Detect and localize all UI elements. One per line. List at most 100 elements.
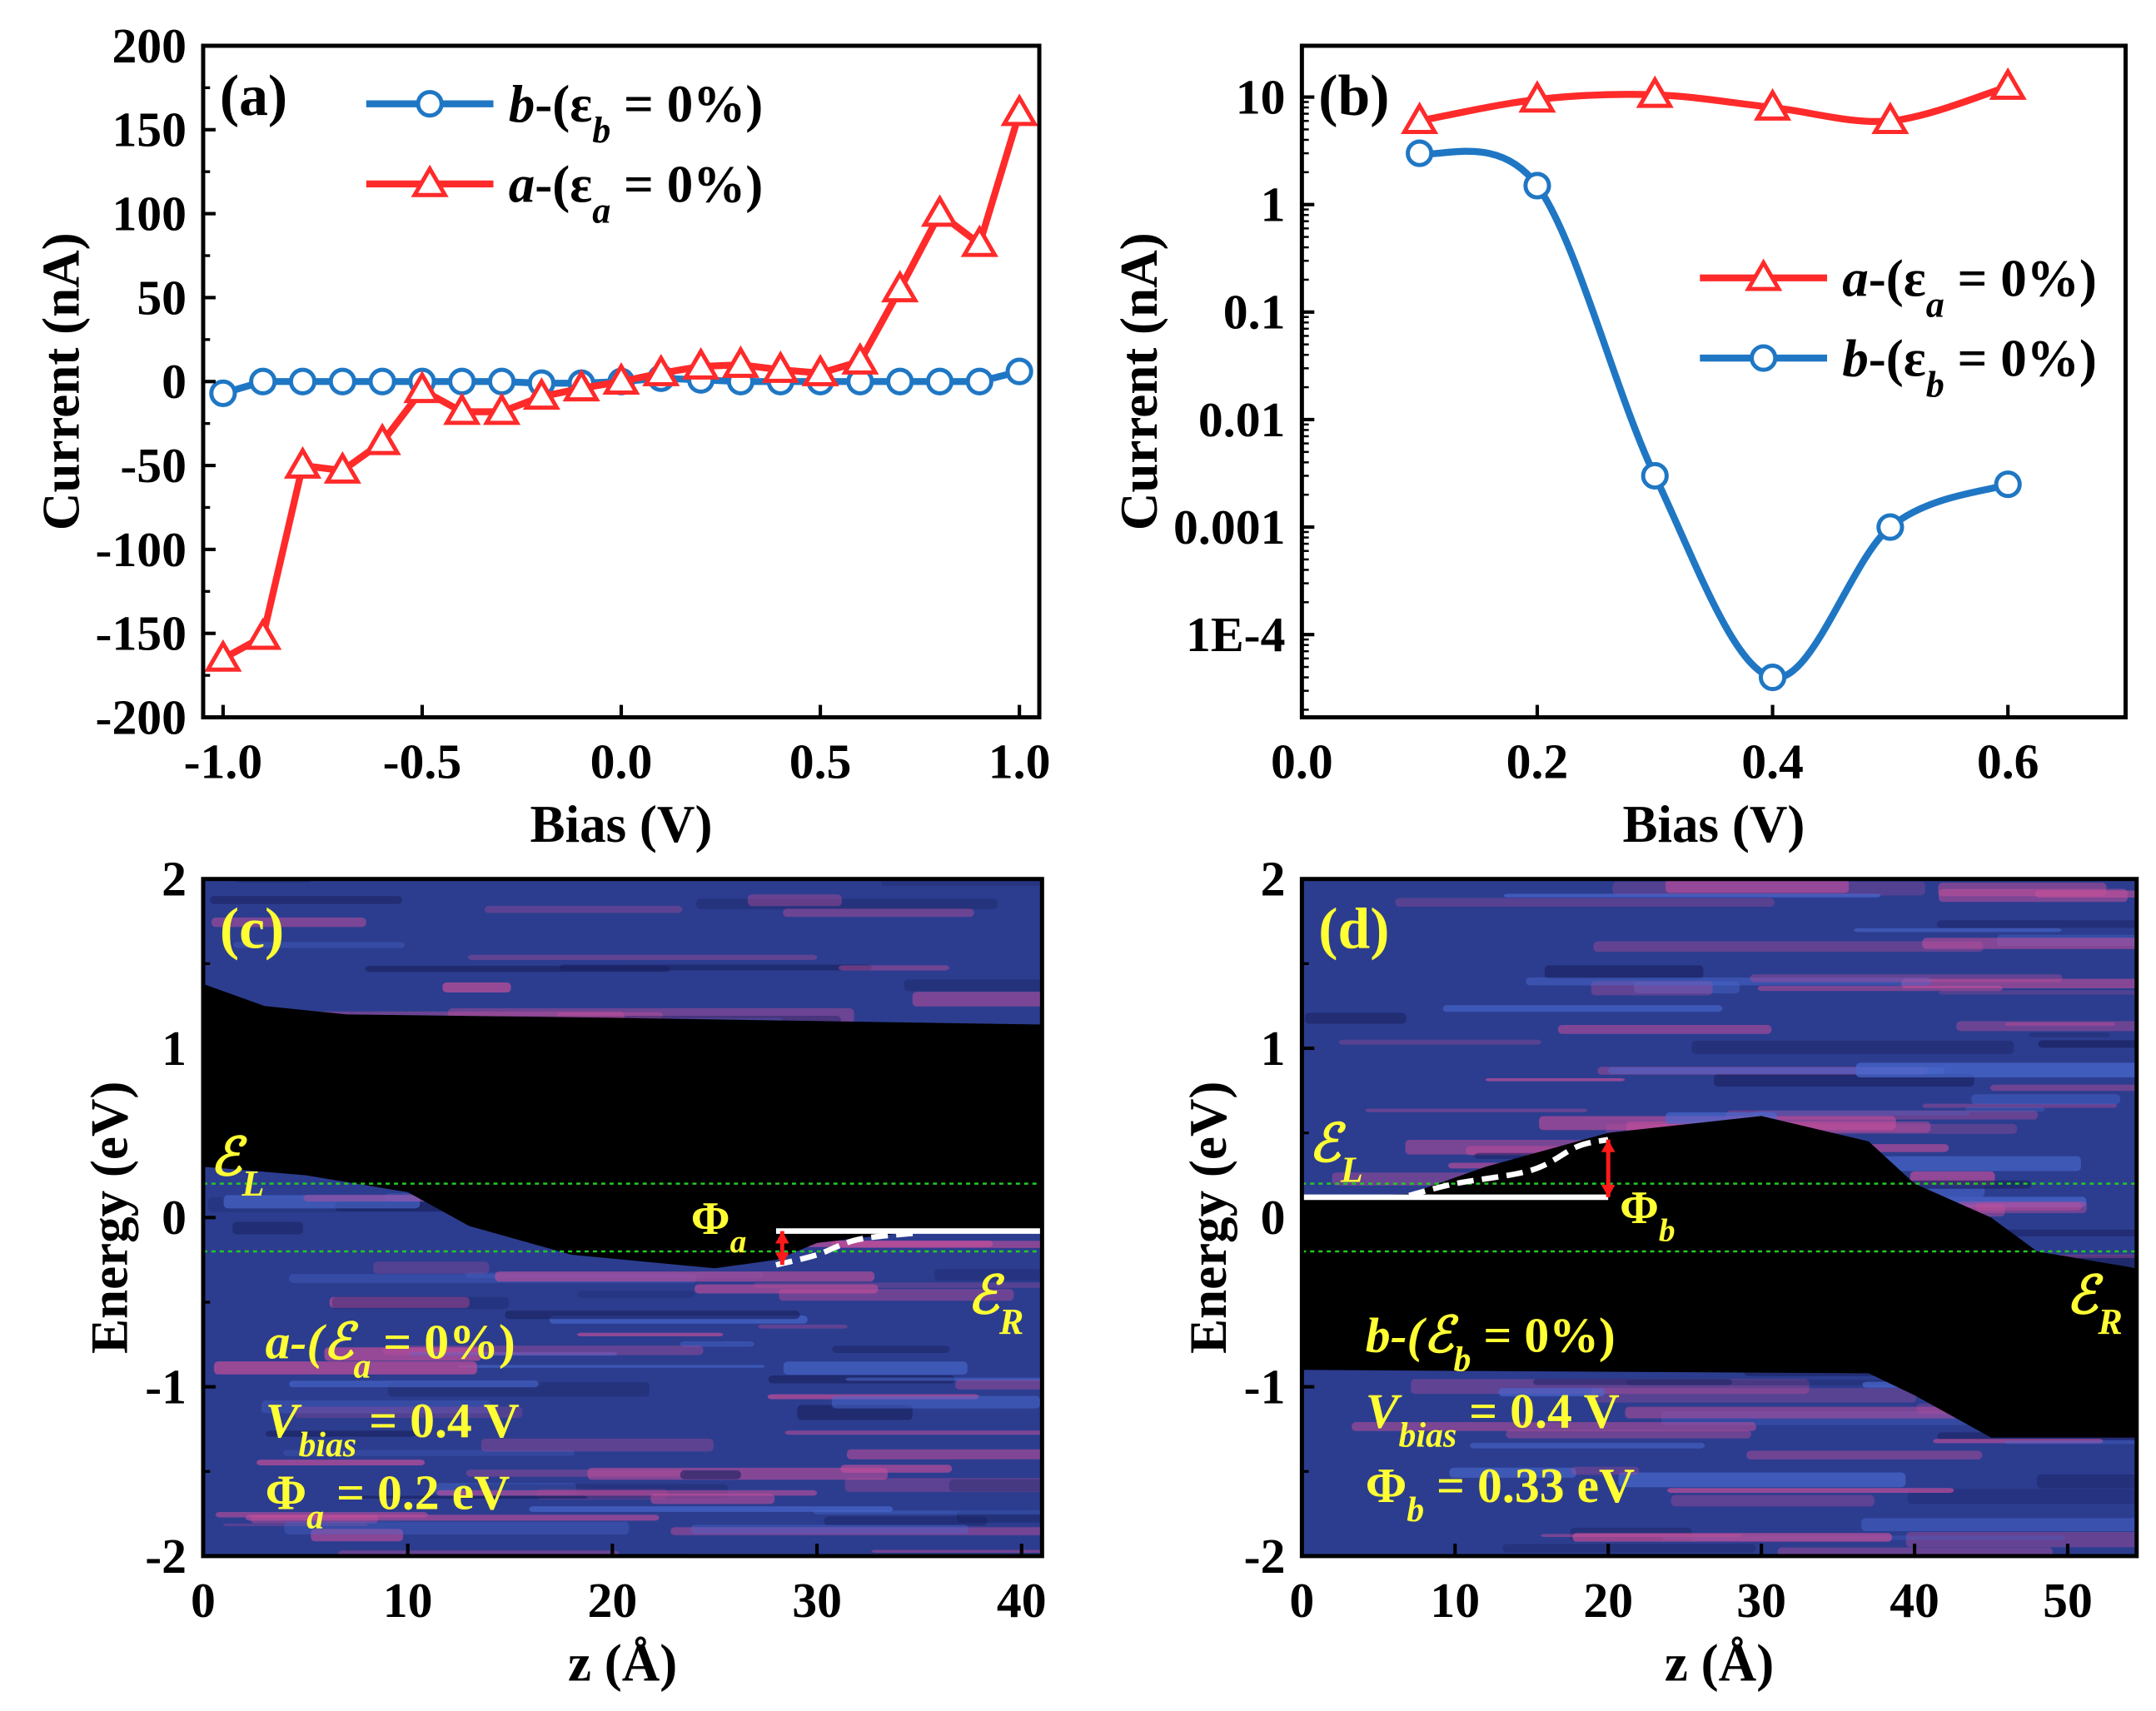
y-tick-label: 150 bbox=[112, 102, 187, 157]
barrier-value-label: Φa = 0.2 eV bbox=[266, 1465, 510, 1536]
panel-label: (d) bbox=[1318, 898, 1389, 962]
structure-name: b bbox=[1842, 330, 1869, 388]
heatmap-streak bbox=[1971, 1094, 2120, 1105]
y-axis-title: Energy (eV) bbox=[81, 1082, 139, 1354]
x-tick-label: 1.0 bbox=[988, 734, 1051, 789]
heatmap-streak bbox=[912, 992, 1043, 1007]
data-point bbox=[1754, 87, 1792, 121]
value: = 0.33 eV bbox=[1424, 1458, 1635, 1513]
x-tick-label: 20 bbox=[1583, 1573, 1633, 1628]
heatmap-streak bbox=[2004, 1440, 2137, 1445]
y-tick-label: 1 bbox=[1261, 177, 1286, 232]
data-point bbox=[1406, 139, 1434, 167]
heatmap-streak bbox=[373, 1261, 490, 1274]
data-point bbox=[487, 367, 516, 395]
heatmap bbox=[1302, 878, 2137, 1556]
subscript: a bbox=[353, 1348, 371, 1386]
subscript: a bbox=[1926, 284, 1944, 325]
plot-frame bbox=[1299, 43, 2128, 720]
heatmap-streak bbox=[442, 982, 511, 993]
data-point bbox=[323, 450, 361, 484]
data-point bbox=[960, 224, 998, 257]
heatmap-streak bbox=[1753, 1110, 1970, 1117]
x-tick-label: 10 bbox=[383, 1573, 433, 1628]
symbol: Φ bbox=[1366, 1458, 1407, 1513]
heatmap-streak bbox=[1990, 1084, 2137, 1092]
heatmap-streak bbox=[311, 1529, 404, 1542]
subscript: bias bbox=[1399, 1417, 1457, 1455]
data-point bbox=[841, 341, 879, 375]
heatmap-streak bbox=[747, 894, 842, 907]
heatmap-streak bbox=[324, 1347, 482, 1361]
heatmap-streak bbox=[245, 1515, 660, 1521]
data-point bbox=[288, 367, 317, 395]
heatmap-streak bbox=[871, 1549, 1043, 1553]
heatmap-streak bbox=[1503, 893, 1881, 898]
heatmap-streak bbox=[1571, 1466, 1640, 1475]
heatmap-streak bbox=[1365, 1108, 1588, 1112]
data-point bbox=[363, 422, 401, 455]
x-axis-title: z (Å) bbox=[568, 1634, 677, 1692]
y-tick-label: -100 bbox=[96, 522, 187, 577]
symbol: -(ℰ bbox=[291, 1315, 360, 1370]
heatmap-streak bbox=[577, 1332, 724, 1336]
heatmap-streak bbox=[233, 942, 406, 948]
heatmap-streak bbox=[1939, 990, 2137, 995]
heatmap-streak bbox=[1933, 1439, 2104, 1444]
data-point bbox=[965, 367, 993, 395]
x-tick-label: 0 bbox=[191, 1573, 216, 1628]
heatmap-streak bbox=[284, 1521, 630, 1534]
structure-name: b bbox=[509, 75, 535, 133]
x-tick-label: 0.2 bbox=[1506, 734, 1569, 789]
heatmap-streak bbox=[294, 1406, 523, 1418]
heatmap-streak bbox=[1922, 1103, 2118, 1108]
subscript: b bbox=[1407, 1491, 1424, 1529]
heatmap-streak bbox=[783, 908, 974, 918]
x-tick-label: 30 bbox=[1736, 1573, 1786, 1628]
heatmap-streak bbox=[1506, 1430, 1751, 1439]
heatmap-streak bbox=[556, 1012, 664, 1019]
legend-marker bbox=[411, 164, 449, 197]
heatmap-streak bbox=[1667, 1488, 1954, 1493]
heatmap-streak bbox=[784, 1430, 1043, 1435]
y-tick-label: -150 bbox=[96, 606, 187, 661]
symbol: V bbox=[266, 1393, 302, 1448]
data-point bbox=[881, 270, 919, 303]
barrier-value-label: Φb = 0.33 eV bbox=[1366, 1458, 1635, 1529]
y-tick-label: 10 bbox=[1236, 69, 1286, 124]
heatmap-streak bbox=[1750, 974, 2063, 982]
legend-marker bbox=[1750, 344, 1778, 372]
symbol: Φ bbox=[691, 1193, 730, 1245]
data-point bbox=[328, 367, 356, 395]
heatmap-streak bbox=[1625, 1406, 1990, 1419]
subscript: b bbox=[1454, 1340, 1471, 1379]
x-tick-label: 0 bbox=[1289, 1573, 1314, 1628]
heatmap-streak bbox=[1757, 986, 2003, 992]
heatmap-streak bbox=[266, 1430, 416, 1437]
heatmap-streak bbox=[1591, 981, 1713, 996]
subscript: bias bbox=[298, 1426, 356, 1465]
y-tick-label: 2 bbox=[1261, 852, 1286, 907]
heatmap-streak bbox=[650, 1494, 775, 1505]
y-axis-title: Energy (eV) bbox=[1179, 1082, 1237, 1354]
x-tick-label: 0.0 bbox=[590, 734, 653, 789]
heatmap-streak bbox=[1338, 1039, 1541, 1045]
panel-a: b-(εb = 0%)a-(εa = 0%)-1.0 -0.5 0.0 0.5 1.02… bbox=[32, 18, 1051, 853]
subscript: b bbox=[1659, 1212, 1676, 1249]
data-point bbox=[642, 353, 680, 386]
value: = 0%) bbox=[1471, 1307, 1615, 1362]
heatmap-streak bbox=[839, 965, 949, 971]
heatmap-streak bbox=[436, 1490, 818, 1496]
legend-entry: a-(εa = 0%) bbox=[366, 156, 763, 231]
y-tick-label: -200 bbox=[96, 689, 187, 744]
heatmap-streak bbox=[846, 1449, 1043, 1460]
heatmap-streak bbox=[1557, 1025, 1772, 1034]
heatmap-streak bbox=[1470, 1442, 1705, 1449]
heatmap-streak bbox=[457, 1365, 765, 1368]
heatmap-streak bbox=[1956, 1021, 2137, 1032]
heatmap-streak bbox=[223, 1195, 421, 1209]
y-tick-label: 1 bbox=[162, 1021, 187, 1076]
heatmap-streak bbox=[1395, 898, 1775, 908]
